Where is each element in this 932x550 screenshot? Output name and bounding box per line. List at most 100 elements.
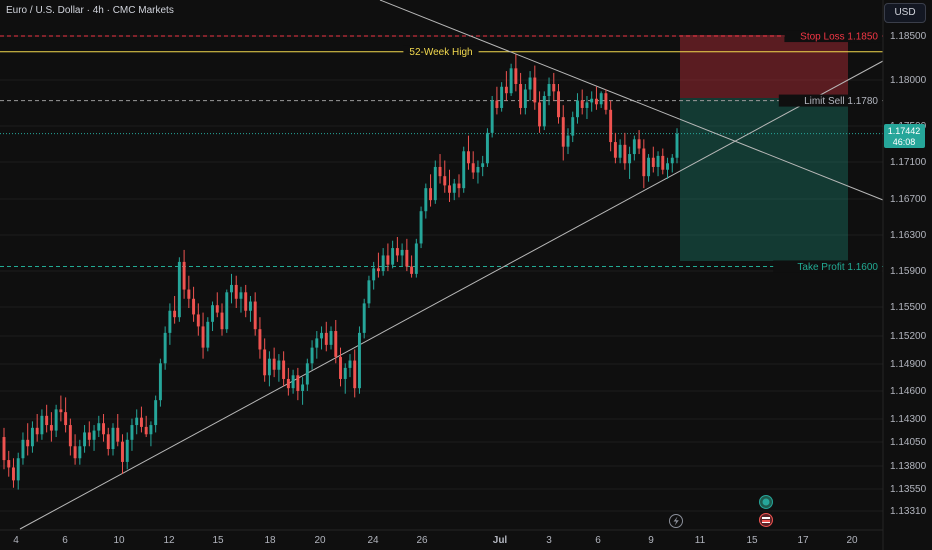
candle-body xyxy=(651,157,655,167)
y-tick-label: 1.13800 xyxy=(890,461,927,472)
candles xyxy=(2,54,679,490)
level-label-bg xyxy=(403,45,479,58)
candle-body xyxy=(609,109,613,143)
x-tick-label: 4 xyxy=(13,535,19,546)
candle-body xyxy=(196,314,200,327)
candle-body xyxy=(661,155,665,170)
candle-body xyxy=(585,102,589,108)
candle-body xyxy=(429,188,433,201)
x-tick-label: 15 xyxy=(212,535,224,546)
x-tick-label: 3 xyxy=(546,535,552,546)
candle-body xyxy=(277,360,281,370)
candle-body xyxy=(73,446,77,459)
candle-body xyxy=(367,280,371,304)
candle-body xyxy=(102,423,105,435)
candle-body xyxy=(173,310,177,318)
candle-body xyxy=(310,347,314,364)
candle-body xyxy=(414,243,418,274)
candle-body xyxy=(599,93,603,105)
y-tick-label: 1.18000 xyxy=(890,75,927,86)
candle-body xyxy=(675,133,679,158)
candle-body xyxy=(177,261,181,318)
candle-body xyxy=(576,100,579,118)
x-tick-label: 17 xyxy=(797,535,809,546)
candle-body xyxy=(168,310,172,333)
candle-body xyxy=(462,151,466,189)
level-labels: Stop Loss 1.1850 52-Week High Limit Sell 1… xyxy=(403,30,882,273)
candle-body xyxy=(111,427,115,450)
candle-body xyxy=(215,305,219,313)
candle-body xyxy=(637,139,641,149)
currency-button[interactable]: USD xyxy=(884,3,926,23)
y-tick-label: 1.13550 xyxy=(890,484,927,495)
candle-body xyxy=(87,432,91,440)
y-tick-label: 1.14300 xyxy=(890,414,927,425)
candle-body xyxy=(40,415,44,435)
candle-body xyxy=(35,427,39,435)
candle-body xyxy=(154,400,158,426)
flag-icon[interactable] xyxy=(759,513,773,527)
level-label-bg xyxy=(778,94,882,107)
x-tick-label: 15 xyxy=(746,535,758,546)
x-tick-label: 11 xyxy=(695,535,706,546)
candle-body xyxy=(448,185,451,193)
candle-body xyxy=(234,284,238,299)
candle-body xyxy=(670,157,674,164)
candle-body xyxy=(16,458,20,481)
candle-body xyxy=(348,360,352,368)
candle-body xyxy=(547,83,551,96)
y-tick-label: 1.17100 xyxy=(890,157,927,168)
candle-body xyxy=(343,367,347,379)
level-label: Take Profit 1.1600 xyxy=(797,262,878,273)
y-tick-label: 1.18500 xyxy=(890,31,927,42)
candle-body xyxy=(438,166,442,177)
candle-body xyxy=(528,77,532,90)
y-tick-label: 1.13310 xyxy=(890,506,927,517)
x-tick-label: 18 xyxy=(264,535,276,546)
grid xyxy=(0,35,883,512)
candle-body xyxy=(419,211,423,244)
candle-body xyxy=(187,289,191,299)
earnings-icon[interactable] xyxy=(759,495,773,509)
lightning-icon[interactable] xyxy=(669,514,683,528)
upper-trendline[interactable] xyxy=(379,0,884,201)
x-tick-label: 6 xyxy=(62,535,68,546)
candle-body xyxy=(296,375,300,391)
price-tag-price: 1.17442 xyxy=(888,126,921,136)
candle-body xyxy=(590,98,594,103)
y-tick-label: 1.16700 xyxy=(890,194,927,205)
price-tag-bg xyxy=(884,124,925,148)
candle-body xyxy=(192,298,196,315)
candle-body xyxy=(263,349,267,376)
candle-body xyxy=(613,142,617,158)
y-tick-label: 1.14050 xyxy=(890,437,927,448)
candle-body xyxy=(248,301,252,311)
candle-body xyxy=(580,100,584,108)
candle-body xyxy=(125,439,129,462)
candle-body xyxy=(433,166,437,201)
candle-body xyxy=(561,117,565,147)
candle-body xyxy=(244,292,248,311)
stop-zone xyxy=(680,35,848,98)
candle-body xyxy=(400,249,404,256)
candle-body xyxy=(220,312,224,330)
candle-body xyxy=(372,268,376,281)
candle-body xyxy=(272,358,276,370)
x-tick-label: 6 xyxy=(595,535,601,546)
candle-body xyxy=(83,432,87,447)
candle-body xyxy=(121,441,124,462)
candle-body xyxy=(64,412,68,426)
candle-body xyxy=(315,338,319,348)
x-tick-label: Jul xyxy=(493,535,508,546)
candle-body xyxy=(320,332,324,339)
lower-trendline[interactable] xyxy=(19,60,884,530)
candle-body xyxy=(481,163,485,167)
candle-body xyxy=(452,183,456,193)
candle-body xyxy=(443,176,447,186)
candle-body xyxy=(405,249,409,267)
candle-body xyxy=(632,139,636,155)
candle-body xyxy=(504,86,508,94)
candle-body xyxy=(538,102,542,127)
